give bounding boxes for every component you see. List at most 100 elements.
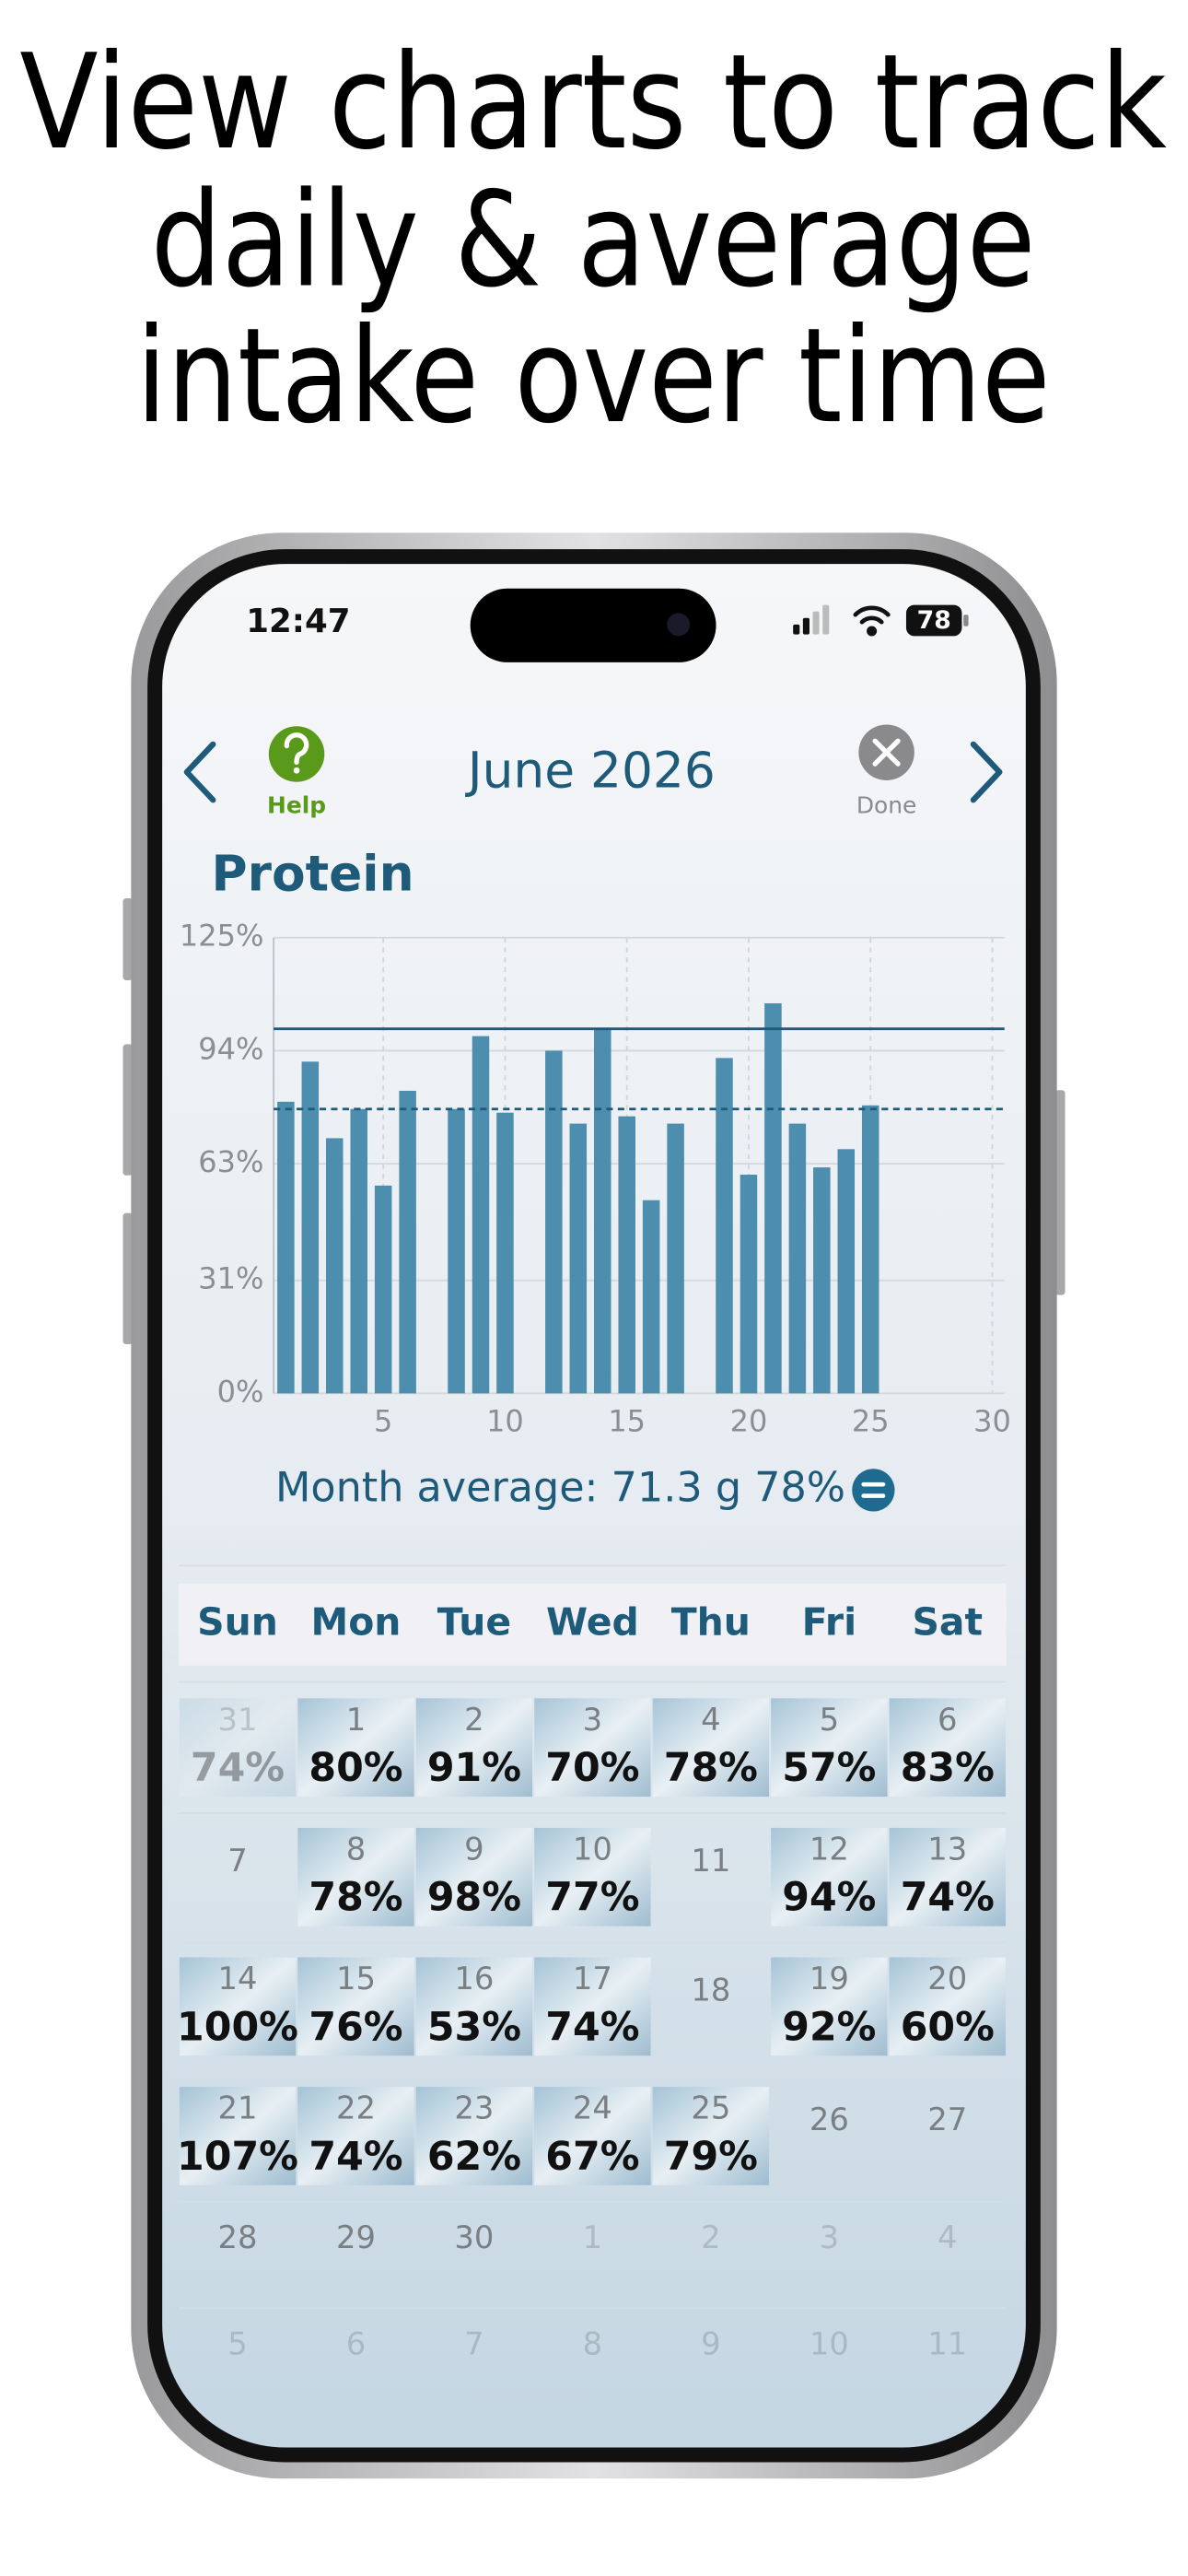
day-number: 2	[464, 1702, 484, 1738]
battery-level: 78	[917, 606, 951, 635]
day-number: 22	[336, 2090, 376, 2125]
headline: daily & average	[151, 164, 1036, 317]
signal-icon	[793, 604, 830, 635]
bar	[642, 1200, 660, 1394]
day-number: 9	[464, 1831, 484, 1867]
day-number: 6	[938, 1702, 958, 1738]
day-cell	[415, 1957, 533, 2056]
bar	[667, 1123, 684, 1394]
bar	[545, 1050, 563, 1394]
day-cell	[297, 2087, 414, 2185]
weekday-label: Mon	[310, 1599, 401, 1644]
day-percent: 80%	[309, 1745, 402, 1791]
bar	[788, 1123, 807, 1394]
day-number: 5	[227, 2326, 248, 2362]
day-percent: 76%	[309, 2004, 402, 2050]
bar	[569, 1123, 588, 1394]
month-average: Month average: 71.3 g 78%	[275, 1464, 845, 1511]
bar	[496, 1112, 514, 1394]
x-tick-label: 15	[608, 1403, 646, 1438]
day-cell	[297, 1957, 414, 2056]
average-button[interactable]	[852, 1469, 895, 1512]
battery-nub	[963, 615, 969, 626]
day-number: 25	[691, 2090, 730, 2125]
headline: View charts to track	[19, 26, 1167, 179]
side-button	[1054, 1090, 1066, 1295]
prev-month[interactable]	[183, 741, 216, 803]
day-number: 7	[227, 1843, 248, 1879]
day-percent: 70%	[545, 1745, 639, 1791]
day-number: 18	[691, 1972, 730, 2008]
bar	[448, 1108, 465, 1394]
side-button	[122, 1044, 134, 1176]
day-number: 13	[927, 1831, 967, 1867]
day-number: 14	[217, 1961, 257, 1996]
battery	[905, 604, 962, 637]
day-percent: 67%	[545, 2134, 639, 2180]
x-tick-label: 5	[374, 1403, 392, 1438]
bar	[301, 1061, 320, 1394]
bar	[837, 1149, 856, 1394]
day-percent: 92%	[782, 2004, 876, 2050]
day-cell	[771, 1698, 888, 1797]
day-number: 23	[454, 2090, 494, 2125]
day-number: 5	[820, 1702, 840, 1738]
day-number: 10	[809, 2326, 849, 2362]
wifi-icon	[853, 605, 891, 637]
day-number: 31	[217, 1702, 257, 1738]
day-cell	[179, 1698, 297, 1797]
done-label[interactable]: Done	[856, 791, 917, 818]
headline: intake over time	[136, 299, 1051, 452]
x-tick-label: 25	[852, 1403, 890, 1438]
side-button	[122, 1212, 134, 1345]
day-number: 26	[809, 2102, 849, 2137]
day-percent: 83%	[901, 1745, 995, 1791]
day-number: 28	[217, 2219, 257, 2255]
day-cell	[771, 1957, 888, 2056]
day-percent: 94%	[782, 1875, 876, 1921]
day-cell	[415, 1698, 533, 1797]
day-cell	[179, 2087, 297, 2185]
help-label[interactable]: Help	[267, 791, 326, 818]
day-number: 24	[573, 2090, 612, 2125]
calendar: Sun Mon Tue Wed Thu Fri Sat3174%180%291%370%47…	[177, 1599, 1006, 2362]
weekday-label: Thu	[671, 1599, 751, 1644]
day-number: 4	[701, 1702, 721, 1738]
day-cell	[297, 1698, 414, 1797]
calendar-separators	[178, 1564, 1007, 2310]
day-percent: 74%	[545, 2004, 639, 2050]
day-cell	[534, 2087, 651, 2185]
day-number: 8	[583, 2326, 603, 2362]
day-percent: 77%	[545, 1875, 639, 1921]
day-number: 11	[927, 2326, 967, 2362]
weekday-label: Sat	[912, 1599, 983, 1644]
camera	[667, 613, 691, 637]
help-button[interactable]	[268, 726, 325, 782]
day-percent: 60%	[901, 2004, 995, 2050]
weekday-label: Tue	[437, 1599, 511, 1644]
day-number: 4	[938, 2219, 958, 2255]
day-number: 7	[464, 2326, 484, 2362]
day-number: 20	[927, 1961, 967, 1996]
day-cell	[534, 1827, 651, 1926]
bar	[813, 1167, 831, 1394]
day-number: 9	[701, 2326, 721, 2362]
day-percent: 74%	[191, 1745, 285, 1791]
chart: 0% 31% 63% 94% 125% 5 10 15 20 25 30	[180, 919, 1011, 1439]
day-number: 29	[336, 2219, 376, 2255]
done-button[interactable]	[858, 724, 914, 780]
bar	[326, 1138, 344, 1394]
day-cell	[652, 1698, 770, 1797]
day-cell	[652, 2087, 770, 2185]
next-month[interactable]	[970, 741, 1003, 803]
bar	[350, 1108, 367, 1394]
chart-title: Protein	[212, 845, 414, 903]
bar	[764, 1002, 782, 1394]
day-percent: 107%	[177, 2134, 298, 2180]
day-percent: 91%	[427, 1745, 521, 1791]
day-percent: 57%	[782, 1745, 876, 1791]
day-percent: 98%	[427, 1875, 521, 1921]
x-tick-label: 30	[973, 1403, 1011, 1438]
